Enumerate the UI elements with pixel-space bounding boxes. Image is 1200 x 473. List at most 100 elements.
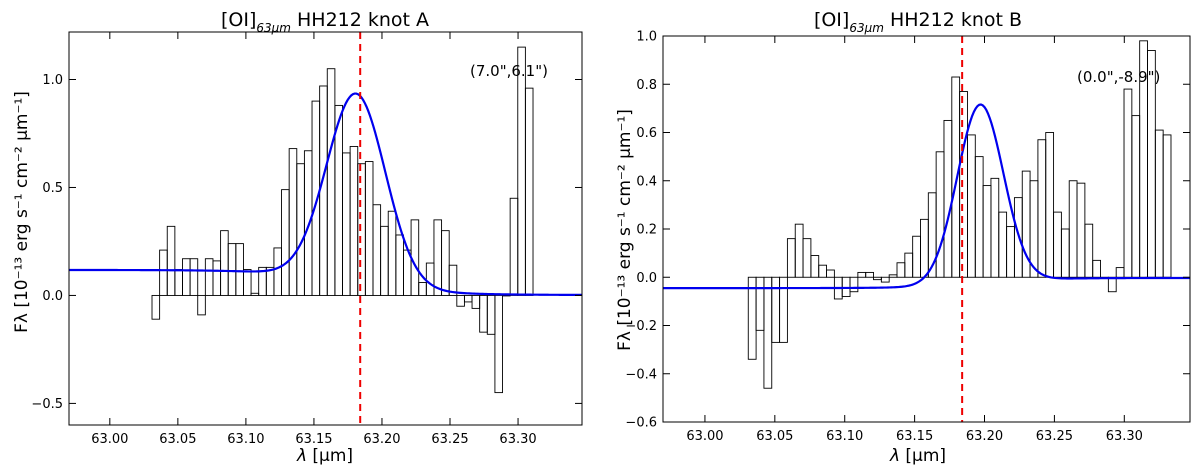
panel-b-bar [935, 151, 945, 278]
panel-a-bar [342, 152, 351, 296]
panel-b-bar [1162, 134, 1172, 278]
panel-b-bar [857, 271, 867, 278]
panel-a-bar [494, 294, 503, 394]
panel-b-bar [951, 76, 961, 278]
panel-a-bar [235, 243, 244, 296]
panel-a-xtick-label: 63.20 [363, 432, 400, 447]
panel-a-frame [68, 31, 583, 426]
panel-b-bar [912, 235, 921, 278]
panel-a-bar [418, 282, 427, 296]
panel-a-bar [456, 294, 465, 307]
panel-b-fit-curve [663, 103, 1190, 290]
panel-a-bar [273, 247, 282, 296]
panel-b-ytick-label: 1.0 [636, 30, 657, 45]
panel-a-bar [242, 269, 252, 296]
panel-b-ytick-label: −0.2 [625, 319, 657, 334]
panel-a-bar [303, 150, 313, 296]
panel-b-bar [873, 276, 882, 281]
panel-b-bar [1092, 259, 1101, 278]
panel-b-ylabel: Fλ [10⁻¹³ erg s⁻¹ cm⁻² μm⁻¹] [615, 109, 635, 351]
panel-b-ytick-label: 0.6 [636, 126, 657, 141]
panel-a-bar [364, 161, 374, 296]
panel-a-bar [395, 234, 404, 296]
panel-b-bar [826, 269, 835, 278]
panel-b-bar [802, 238, 812, 278]
panel-b-ytick-label: −0.4 [625, 367, 657, 382]
panel-a-ytick-label: 0.0 [42, 289, 63, 304]
panel-a-bar [517, 46, 526, 296]
panel-b-xtick-label: 63.00 [686, 429, 723, 444]
panel-a-bar [212, 260, 222, 296]
panel-a-bar [486, 294, 496, 335]
panel-b-bar [849, 276, 859, 293]
panel-a-xtick-label: 63.15 [295, 432, 332, 447]
panel-a-bar [288, 148, 298, 296]
panel-b-ytick-label: 0.0 [636, 271, 657, 286]
panel-a-bar [448, 264, 458, 296]
panel-a-bar [197, 294, 206, 316]
panel-b-plot-area [663, 36, 1190, 422]
panel-b-bar [896, 262, 906, 278]
panel-b-xtick-label: 63.20 [966, 429, 1003, 444]
panel-a-bar [479, 294, 488, 333]
panel-b-bar [818, 264, 828, 278]
panel-b-bar [1131, 115, 1141, 278]
panel-a-ylabel: Fλ [10⁻¹³ erg s⁻¹ cm⁻² μm⁻¹] [12, 91, 32, 333]
panel-b-bar [920, 218, 929, 278]
panel-b-frame [662, 35, 1191, 423]
panel-a-bar [471, 294, 481, 309]
panel-a-xtick-label: 63.25 [431, 432, 468, 447]
panel-b-bar [1068, 180, 1078, 278]
panel-b-bar [779, 276, 788, 343]
panel-a-bar [463, 294, 473, 303]
panel-b-xtick-label: 63.15 [896, 429, 933, 444]
panel-b-ytick-label: 0.8 [636, 78, 657, 93]
panel-b-bar [1037, 139, 1047, 278]
panel-a-xtick-label: 63.00 [91, 432, 128, 447]
panel-b-bar [1084, 223, 1094, 278]
panel-b-bar [1053, 211, 1062, 278]
panel-a-bar [425, 262, 435, 296]
panel-b-xtick-label: 63.05 [756, 429, 793, 444]
panel-a-bar [372, 204, 382, 296]
panel-b-bar [1076, 182, 1086, 278]
panel-a-bar [296, 163, 305, 296]
panel-b-bar [880, 276, 890, 283]
panel-b-bar [1115, 267, 1125, 278]
panel-b-bar [967, 134, 976, 278]
panel-a-fit-curve [69, 92, 582, 297]
panel-a-xtick-label: 63.05 [159, 432, 196, 447]
panel-b-bar [1045, 132, 1055, 278]
panel-b-bar [974, 156, 984, 278]
panel-b-bar [998, 211, 1008, 278]
panel-b-bar [888, 274, 898, 278]
panel-a-bar [349, 145, 359, 296]
panel-b-bar [990, 177, 1000, 278]
panel-b-bar [1154, 129, 1164, 278]
panel-b-bar [810, 255, 820, 278]
panel-b-xlabel: λ [μm] [889, 446, 946, 466]
panel-a-bar [159, 249, 168, 296]
panel-a-bar [220, 230, 229, 296]
panel-a-bar [151, 294, 161, 320]
panel-b-bar [786, 238, 796, 278]
panel-b-bar [865, 271, 874, 278]
panel-b-bar [982, 185, 992, 278]
panel-a-bar [326, 68, 336, 296]
panel-a-bar [204, 258, 214, 296]
panel-a-bar [433, 219, 443, 296]
panel-a-xtick-label: 63.30 [499, 432, 536, 447]
panel-knot-a: [OI]63μm HH212 knot A Fλ [10⁻¹³ erg s⁻¹ … [12, 9, 583, 466]
panel-a-ytick-label: 1.0 [42, 73, 63, 88]
panel-a-bar [441, 230, 450, 296]
panel-b-ytick-label: −0.6 [625, 416, 657, 431]
panel-a-bar [189, 258, 199, 296]
panel-b-bar [1006, 226, 1015, 278]
panel-a-bar [227, 243, 237, 296]
panel-b-bar [1123, 88, 1133, 278]
panel-b-bar [959, 91, 968, 278]
panel-a-bar [524, 87, 534, 296]
panel-a-xtick-label: 63.10 [227, 432, 264, 447]
panel-b-ytick-label: 0.4 [636, 174, 657, 189]
